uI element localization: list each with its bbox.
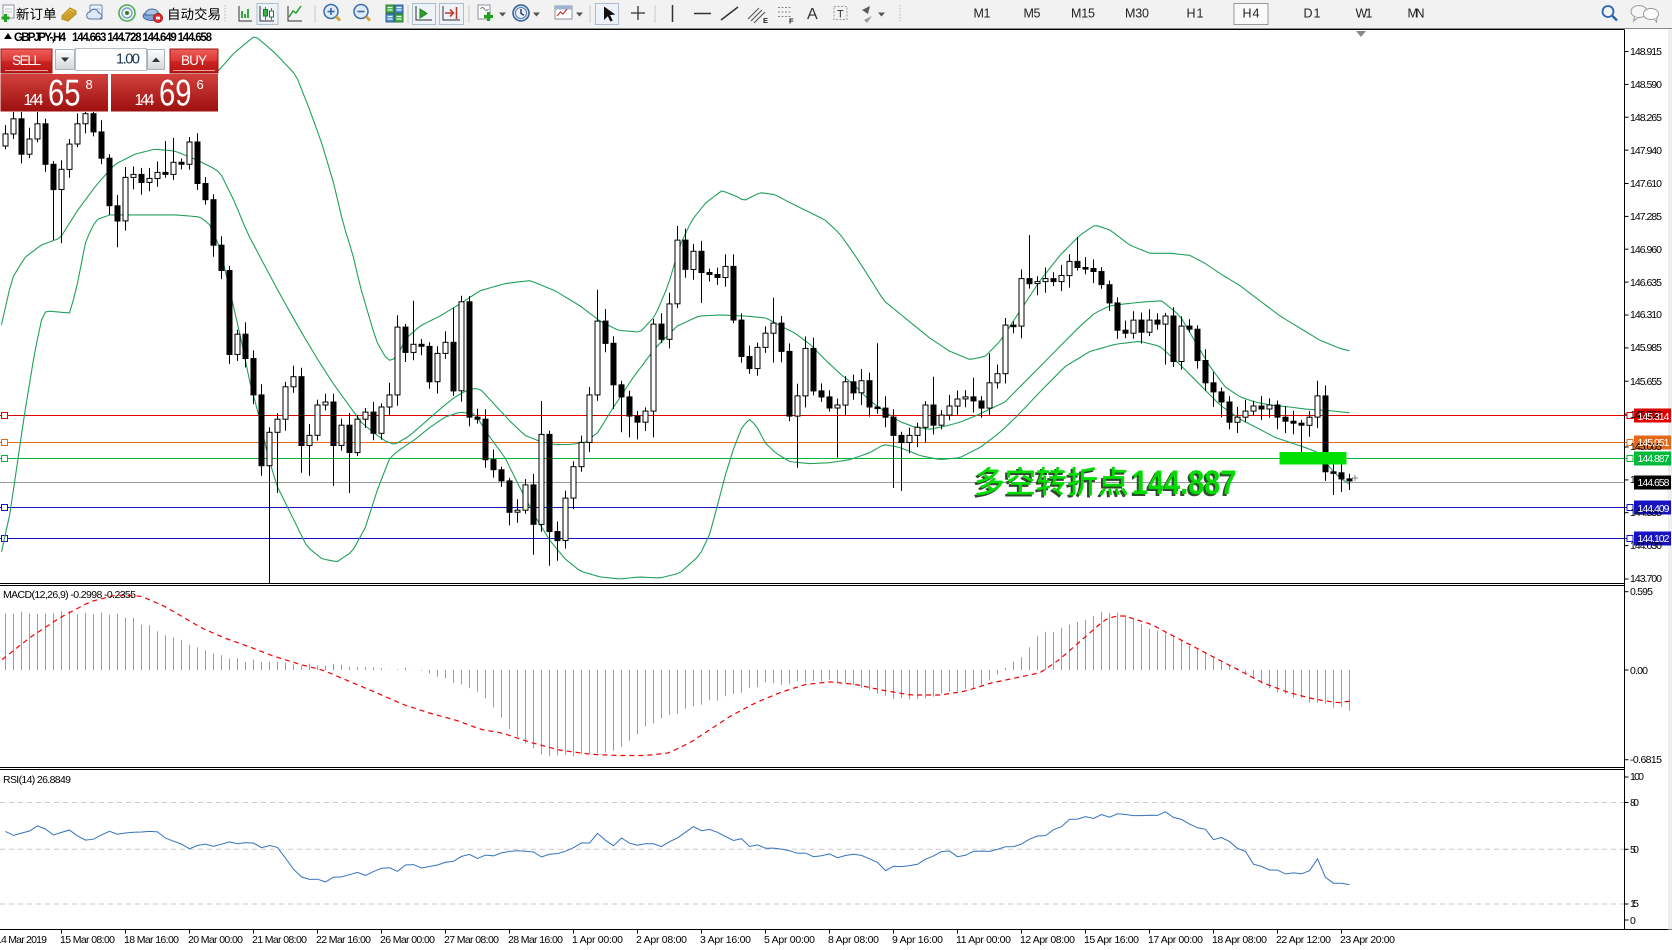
svg-text:0: 0	[1630, 915, 1636, 927]
svg-text:0.595: 0.595	[1630, 586, 1653, 598]
svg-text:50: 50	[1630, 844, 1639, 856]
svg-text:GBPJPY-,H4: GBPJPY-,H4	[14, 32, 67, 44]
svg-text:MN: MN	[1408, 7, 1425, 21]
svg-text:145.005: 145.005	[1630, 441, 1662, 453]
svg-text:144: 144	[135, 92, 155, 109]
svg-text:D1: D1	[1304, 7, 1321, 21]
svg-text:T: T	[837, 9, 844, 21]
svg-text:9 Apr 16:00: 9 Apr 16:00	[892, 934, 943, 946]
svg-text:20 Mar 00:00: 20 Mar 00:00	[188, 934, 243, 946]
svg-text:15 Apr 16:00: 15 Apr 16:00	[1084, 934, 1139, 946]
svg-text:M15: M15	[1071, 7, 1095, 21]
svg-text:1.00: 1.00	[116, 52, 140, 68]
svg-text:22 Apr 12:00: 22 Apr 12:00	[1276, 934, 1331, 946]
svg-text:8 Apr 08:00: 8 Apr 08:00	[828, 934, 879, 946]
svg-text:12 Apr 08:00: 12 Apr 08:00	[1020, 934, 1075, 946]
svg-text:144.102: 144.102	[1638, 533, 1670, 545]
svg-text:18 Apr 08:00: 18 Apr 08:00	[1212, 934, 1267, 946]
svg-text:3 Apr 16:00: 3 Apr 16:00	[700, 934, 751, 946]
svg-text:65: 65	[48, 73, 81, 114]
svg-text:144.887: 144.887	[1130, 465, 1234, 504]
svg-text:M5: M5	[1024, 7, 1041, 21]
svg-text:145.314: 145.314	[1638, 411, 1670, 423]
svg-text:148.590: 148.590	[1630, 79, 1662, 91]
svg-text:146.960: 146.960	[1630, 244, 1662, 256]
svg-text:26 Mar 00:00: 26 Mar 00:00	[380, 934, 435, 946]
svg-text:0.00: 0.00	[1630, 665, 1648, 677]
svg-text:A: A	[807, 6, 818, 23]
svg-text:23 Apr 20:00: 23 Apr 20:00	[1340, 934, 1395, 946]
svg-text:-0.6815: -0.6815	[1630, 754, 1662, 766]
svg-text:17 Apr 00:00: 17 Apr 00:00	[1148, 934, 1203, 946]
svg-text:MACD(12,26,9) -0.2998 -0.2355: MACD(12,26,9) -0.2998 -0.2355	[3, 589, 136, 601]
svg-text:147.610: 147.610	[1630, 178, 1662, 190]
svg-text:H4: H4	[1243, 7, 1260, 21]
svg-text:M30: M30	[1125, 7, 1149, 21]
svg-text:RSI(14) 26.8849: RSI(14) 26.8849	[3, 774, 71, 786]
svg-text:M1: M1	[974, 7, 991, 21]
svg-text:144.887: 144.887	[1132, 463, 1236, 502]
svg-text:145.655: 145.655	[1630, 376, 1662, 388]
svg-text:148.915: 148.915	[1630, 46, 1662, 58]
svg-text:143.700: 143.700	[1630, 573, 1662, 585]
svg-text:5 Apr 00:00: 5 Apr 00:00	[764, 934, 815, 946]
svg-text:100: 100	[1630, 771, 1644, 783]
svg-text:144: 144	[24, 92, 44, 109]
svg-text:145.051: 145.051	[1638, 437, 1670, 449]
svg-text:147.940: 147.940	[1630, 145, 1662, 157]
svg-text:145.985: 145.985	[1630, 342, 1662, 354]
svg-text:144.887: 144.887	[1638, 453, 1670, 465]
svg-text:11 Apr 00:00: 11 Apr 00:00	[956, 934, 1011, 946]
svg-text:144.355: 144.355	[1630, 507, 1662, 519]
svg-text:2 Apr 08:00: 2 Apr 08:00	[636, 934, 687, 946]
svg-text:146.310: 146.310	[1630, 309, 1662, 321]
svg-text:144.663 144.728 144.649 144.65: 144.663 144.728 144.649 144.658	[72, 32, 213, 44]
svg-text:147.285: 147.285	[1630, 211, 1662, 223]
svg-text:E: E	[763, 16, 768, 25]
svg-text:18 Mar 16:00: 18 Mar 16:00	[124, 934, 179, 946]
svg-text:145.330: 145.330	[1630, 409, 1662, 421]
svg-text:15 Mar 08:00: 15 Mar 08:00	[60, 934, 115, 946]
svg-text:21 Mar 08:00: 21 Mar 08:00	[252, 934, 307, 946]
svg-text:15: 15	[1630, 898, 1639, 910]
svg-text:144.680: 144.680	[1630, 474, 1662, 486]
svg-text:144.658: 144.658	[1638, 477, 1670, 489]
svg-text:144.030: 144.030	[1630, 540, 1662, 552]
svg-text:148.265: 148.265	[1630, 112, 1662, 124]
svg-text:146.635: 146.635	[1630, 277, 1662, 289]
svg-text:6: 6	[197, 77, 204, 92]
svg-text:8: 8	[86, 77, 93, 92]
svg-text:69: 69	[159, 73, 192, 114]
svg-text:F: F	[789, 17, 794, 26]
svg-text:1 Apr 00:00: 1 Apr 00:00	[572, 934, 623, 946]
svg-text:W1: W1	[1356, 7, 1373, 21]
svg-text:14 Mar 2019: 14 Mar 2019	[0, 934, 47, 946]
svg-text:144.409: 144.409	[1638, 503, 1670, 515]
svg-text:80: 80	[1630, 797, 1639, 809]
svg-text:22 Mar 16:00: 22 Mar 16:00	[316, 934, 371, 946]
svg-text:27 Mar 08:00: 27 Mar 08:00	[444, 934, 499, 946]
svg-text:BUY: BUY	[181, 53, 207, 68]
svg-text:28 Mar 16:00: 28 Mar 16:00	[508, 934, 563, 946]
svg-text:H1: H1	[1187, 7, 1204, 21]
svg-text:SELL: SELL	[12, 53, 41, 68]
